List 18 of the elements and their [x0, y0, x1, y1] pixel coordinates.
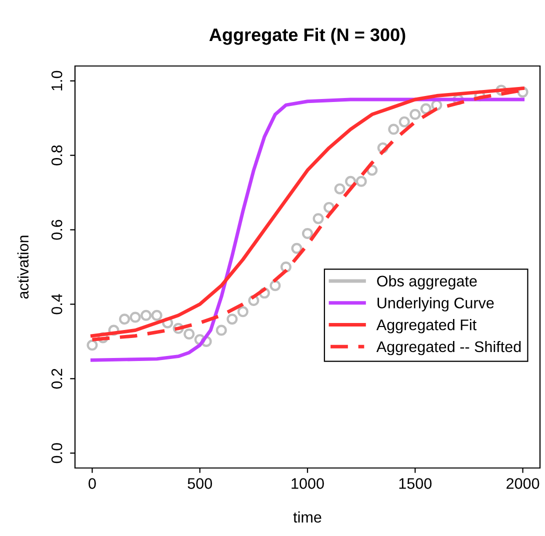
legend-label: Aggregated -- Shifted	[376, 340, 521, 356]
x-tick-label: 0	[88, 478, 96, 489]
legend-label: Aggregated Fit	[376, 319, 476, 334]
legend-label: Underlying Curve	[378, 297, 494, 312]
y-tick-label: 0.6	[51, 220, 62, 240]
x-axis-title: time	[293, 511, 322, 523]
y-tick-label: 1.0	[51, 70, 62, 90]
x-tick-label: 500	[188, 478, 212, 489]
y-tick-label: 0.0	[51, 443, 62, 464]
legend-label: Obs aggregate	[377, 275, 477, 290]
y-tick-label: 0.4	[51, 294, 62, 314]
y-tick-label: 0.8	[51, 145, 62, 166]
x-tick-label: 1000	[292, 478, 324, 489]
y-tick-label: 0.2	[51, 368, 62, 389]
chart-title: Aggregate Fit (N = 300)	[209, 28, 406, 45]
y-axis-title: activation	[17, 236, 29, 299]
x-tick-label: 2000	[506, 478, 540, 489]
x-tick-label: 1500	[399, 478, 432, 489]
